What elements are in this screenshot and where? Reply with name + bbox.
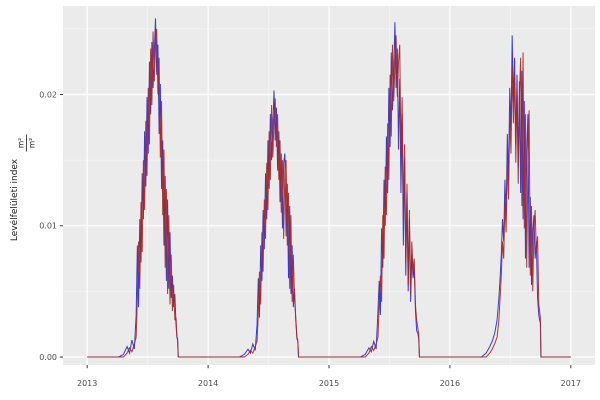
x-tick-label: 2013 (77, 379, 97, 388)
fraction-denominator: m² (28, 138, 37, 148)
x-tick-label: 2015 (319, 379, 339, 388)
x-axis-layer: 2013 2014 2015 2016 2017 (77, 365, 581, 388)
lai-series-red (87, 28, 571, 358)
fraction-numerator: m² (17, 138, 26, 148)
y-axis-title-fraction: m² m² (17, 134, 37, 152)
y-tick-label: 0.02 (39, 90, 57, 99)
series-layer (87, 18, 571, 358)
y-tick-label: 0.00 (39, 353, 57, 362)
y-axis-layer: 0.00 0.01 0.02 (39, 90, 63, 362)
x-tick-label: 2014 (198, 379, 218, 388)
y-axis-title-text: Levélfelületi index (9, 158, 20, 241)
y-axis-title: Levélfelületi index m² m² (9, 134, 37, 241)
x-tick-label: 2016 (440, 379, 460, 388)
y-tick-label: 0.01 (39, 222, 57, 231)
x-tick-label: 2017 (561, 379, 581, 388)
